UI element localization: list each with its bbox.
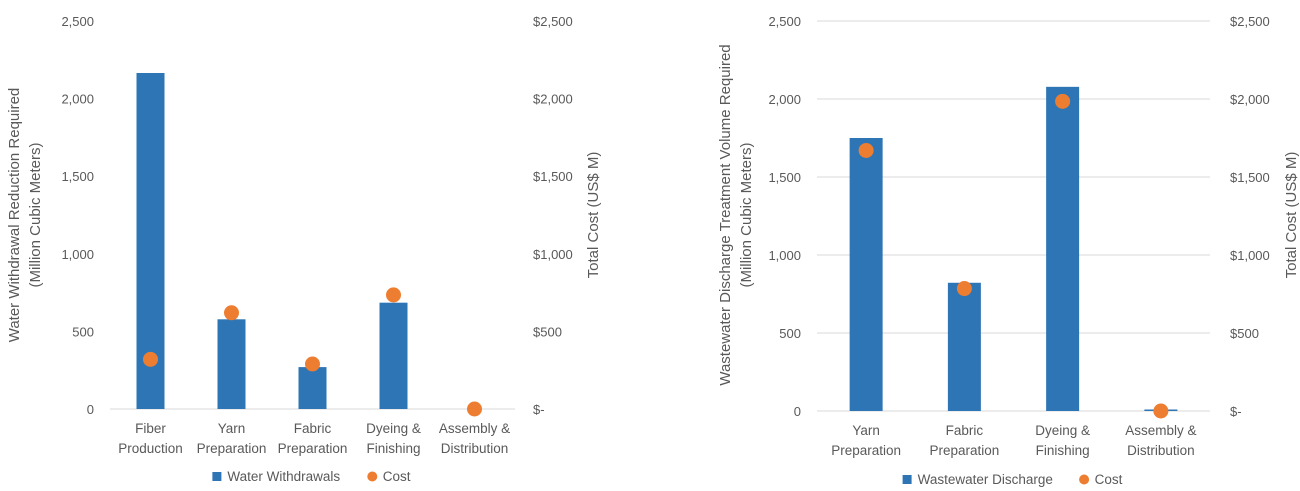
legend-point-swatch	[1079, 474, 1090, 485]
y-left-axis-title: (Million Cubic Meters)	[27, 142, 44, 287]
legend: Water Withdrawals Cost	[212, 469, 411, 484]
y-left-tick-label: 1,000	[61, 247, 94, 262]
y-left-tick-label: 2,500	[768, 14, 801, 29]
y-left-tick-label: 2,500	[61, 14, 94, 29]
y-right-tick-label: $1,000	[533, 247, 573, 262]
y-left-tick-label: 2,000	[768, 92, 801, 107]
bar	[217, 319, 246, 409]
legend-point-swatch	[367, 471, 378, 482]
y-left-tick-label: 1,500	[768, 170, 801, 185]
y-right-tick-label: $2,500	[533, 14, 573, 29]
bar	[298, 367, 327, 409]
x-category-label: Yarn	[218, 421, 246, 436]
bar	[849, 138, 883, 411]
x-category-label: Preparation	[831, 443, 901, 458]
y-right-tick-label: $2,000	[1230, 92, 1270, 107]
x-category-label: Preparation	[197, 441, 267, 456]
cost-point	[467, 401, 482, 417]
x-category-label: Preparation	[278, 441, 348, 456]
cost-point	[305, 356, 320, 372]
x-category-label: Fabric	[294, 421, 332, 436]
y-right-tick-label: $1,000	[1230, 248, 1270, 263]
y-left-axis-title: Wastewater Discharge Treatment Volume Re…	[717, 44, 734, 385]
x-category-label: Finishing	[1036, 443, 1090, 458]
bar	[1046, 86, 1080, 411]
cost-point	[956, 281, 972, 297]
cost-point	[224, 305, 239, 321]
x-category-label: Distribution	[441, 441, 509, 456]
bar	[947, 282, 981, 411]
bar	[379, 302, 408, 409]
y-right-tick-label: $2,500	[1230, 14, 1270, 29]
y-left-tick-label: 2,000	[61, 92, 94, 107]
chart-2: 0 $- 500 $500 1,000 $1,000 1,500 $1,500 2,000 $2,…	[717, 14, 1300, 487]
cost-point	[1153, 403, 1169, 419]
y-right-tick-label: $-	[1230, 404, 1242, 419]
legend: Wastewater Discharge Cost	[902, 472, 1123, 487]
y-left-tick-label: 0	[87, 402, 94, 417]
y-right-tick-label: $500	[1230, 326, 1259, 341]
x-category-label: Distribution	[1127, 443, 1195, 458]
y-right-tick-label: $2,000	[533, 92, 573, 107]
x-category-label: Yarn	[852, 423, 880, 438]
y-left-tick-label: 500	[72, 324, 94, 339]
x-category-label: Assembly &	[439, 421, 510, 436]
cost-point	[1055, 93, 1071, 109]
y-right-axis-title: Total Cost (US$ M)	[1283, 152, 1300, 279]
y-right-tick-label: $1,500	[533, 169, 573, 184]
y-left-tick-label: 1,500	[61, 169, 94, 184]
legend-label: Cost	[1095, 472, 1123, 487]
x-category-label: Fabric	[946, 423, 984, 438]
cost-point	[143, 351, 158, 367]
y-right-tick-label: $1,500	[1230, 170, 1270, 185]
legend-bar-swatch	[212, 472, 222, 481]
y-right-tick-label: $-	[533, 402, 545, 417]
legend-label: Cost	[383, 469, 411, 484]
chart-1: 0 $- 500 $500 1,000 $1,000 1,500 $1,500 2,000 $2,…	[6, 14, 602, 484]
cost-point	[386, 287, 401, 303]
x-category-label: Fiber	[135, 421, 166, 436]
y-left-tick-label: 1,000	[768, 248, 801, 263]
legend-label: Wastewater Discharge	[918, 472, 1053, 487]
y-right-tick-label: $500	[533, 324, 562, 339]
y-left-axis-title: Water Withdrawal Reduction Required	[6, 88, 23, 343]
x-category-label: Assembly &	[1125, 423, 1196, 438]
legend-bar-swatch	[902, 475, 912, 484]
y-right-axis-title: Total Cost (US$ M)	[585, 152, 602, 279]
x-category-label: Dyeing &	[366, 421, 421, 436]
y-left-tick-label: 0	[794, 404, 801, 419]
legend-label: Water Withdrawals	[227, 469, 340, 484]
cost-point	[858, 142, 874, 158]
x-category-label: Production	[118, 441, 183, 456]
y-left-axis-title: (Million Cubic Meters)	[738, 142, 755, 287]
y-left-tick-label: 500	[779, 326, 801, 341]
x-category-label: Dyeing &	[1035, 423, 1090, 438]
x-category-label: Preparation	[929, 443, 999, 458]
x-category-label: Finishing	[366, 441, 420, 456]
